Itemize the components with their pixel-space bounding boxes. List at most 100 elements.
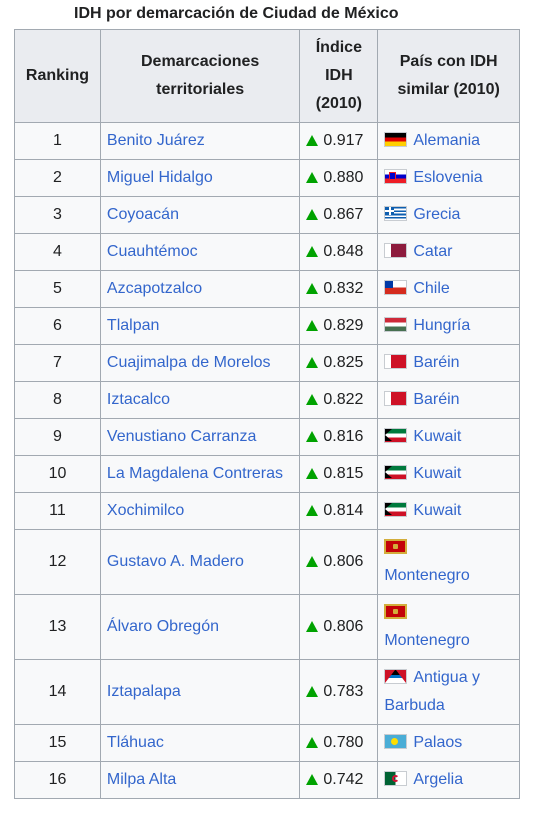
idh-cell: 0.867	[299, 196, 379, 234]
table-row: 15 Tláhuac 0.780 Palaos	[14, 724, 520, 762]
demarcacion-cell: Gustavo A. Madero	[99, 529, 301, 595]
country-link[interactable]: Montenegro	[384, 632, 470, 649]
bahrain-flag-icon[interactable]	[384, 391, 408, 406]
country-cell: Palaos	[377, 724, 520, 762]
palau-flag-icon[interactable]	[384, 734, 408, 749]
header-demarcaciones[interactable]: Demarcaciones territoriales	[99, 29, 301, 123]
demarcacion-link[interactable]: Tláhuac	[106, 734, 164, 751]
montenegro-flag-icon[interactable]	[384, 539, 408, 554]
rank-cell: 7	[14, 344, 101, 382]
montenegro-flag-icon[interactable]	[384, 604, 408, 619]
country-link[interactable]: Antigua y Barbuda	[384, 669, 481, 714]
demarcacion-link[interactable]: La Magdalena Contreras	[106, 465, 284, 482]
country-link[interactable]: Baréin	[413, 354, 460, 371]
rank-cell: 2	[14, 159, 101, 197]
demarcacion-link[interactable]: Benito Juárez	[106, 132, 205, 149]
hungary-flag-icon[interactable]	[384, 317, 408, 332]
rank-cell: 11	[14, 492, 101, 530]
country-link[interactable]: Kuwait	[413, 428, 462, 445]
country-cell: Hungría	[377, 307, 520, 345]
demarcacion-link[interactable]: Cuauhtémoc	[106, 243, 198, 260]
country-cell: Montenegro	[377, 594, 520, 660]
demarcacion-link[interactable]: Iztacalco	[106, 391, 171, 408]
country-link[interactable]: Chile	[413, 280, 450, 297]
demarcacion-cell: Tláhuac	[99, 724, 301, 762]
country-link[interactable]: Argelia	[413, 771, 464, 788]
idh-value: 0.829	[323, 317, 364, 334]
country-link[interactable]: Eslovenia	[413, 169, 483, 186]
country-link[interactable]: Grecia	[413, 206, 461, 223]
kuwait-flag-icon[interactable]	[384, 502, 408, 517]
increase-arrow-icon	[306, 737, 319, 748]
demarcacion-link[interactable]: Azcapotzalco	[106, 280, 203, 297]
kuwait-flag-icon[interactable]	[384, 428, 408, 443]
germany-flag-icon[interactable]	[384, 132, 408, 147]
rank-cell: 5	[14, 270, 101, 308]
demarcacion-link[interactable]: Álvaro Obregón	[106, 618, 219, 635]
increase-arrow-icon	[306, 172, 319, 183]
country-link[interactable]: Montenegro	[384, 567, 470, 584]
algeria-flag-icon[interactable]	[384, 771, 408, 786]
country-link[interactable]: Baréin	[413, 391, 460, 408]
idh-cell: 0.806	[299, 594, 379, 660]
table-row: 10 La Magdalena Contreras 0.815 Kuwait	[14, 455, 520, 493]
demarcacion-link[interactable]: Venustiano Carranza	[106, 428, 257, 445]
antigua-barbuda-flag-icon[interactable]	[384, 669, 408, 684]
slovenia-flag-icon[interactable]	[384, 169, 408, 184]
demarcacion-cell: Azcapotzalco	[99, 270, 301, 308]
idh-cell: 0.780	[299, 724, 379, 762]
bahrain-flag-icon[interactable]	[384, 354, 408, 369]
country-link[interactable]: Palaos	[413, 734, 463, 751]
kuwait-flag-icon[interactable]	[384, 465, 408, 480]
idh-cell: 0.825	[299, 344, 379, 382]
header-ranking[interactable]: Ranking	[14, 29, 101, 123]
demarcacion-cell: Iztacalco	[99, 381, 301, 419]
chile-flag-icon[interactable]	[384, 280, 408, 295]
country-cell: Grecia	[377, 196, 520, 234]
country-cell: Argelia	[377, 761, 520, 799]
rank-cell: 14	[14, 659, 101, 725]
country-link[interactable]: Kuwait	[413, 465, 462, 482]
increase-arrow-icon	[306, 556, 319, 567]
table-row: 13 Álvaro Obregón 0.806 Montenegro	[14, 594, 520, 660]
demarcacion-cell: Coyoacán	[99, 196, 301, 234]
rank-cell: 16	[14, 761, 101, 799]
idh-table: Ranking Demarcaciones territoriales Índi…	[14, 29, 520, 799]
country-cell: Kuwait	[377, 418, 520, 456]
increase-arrow-icon	[306, 431, 319, 442]
qatar-flag-icon[interactable]	[384, 243, 408, 258]
demarcacion-cell: Venustiano Carranza	[99, 418, 301, 456]
country-link[interactable]: Alemania	[413, 132, 481, 149]
idh-cell: 0.880	[299, 159, 379, 197]
country-cell: Kuwait	[377, 492, 520, 530]
demarcacion-link[interactable]: Xochimilco	[106, 502, 185, 519]
idh-value: 0.780	[323, 734, 364, 751]
demarcacion-link[interactable]: Tlalpan	[106, 317, 160, 334]
increase-arrow-icon	[306, 357, 319, 368]
demarcacion-cell: Álvaro Obregón	[99, 594, 301, 660]
demarcacion-link[interactable]: Cuajimalpa de Morelos	[106, 354, 271, 371]
rank-cell: 15	[14, 724, 101, 762]
demarcacion-link[interactable]: Gustavo A. Madero	[106, 553, 244, 570]
idh-value: 0.880	[323, 169, 364, 186]
country-link[interactable]: Catar	[413, 243, 453, 260]
header-pais-similar[interactable]: País con IDH similar (2010)	[377, 29, 520, 123]
greece-flag-icon[interactable]	[384, 206, 408, 221]
demarcacion-link[interactable]: Iztapalapa	[106, 683, 181, 700]
increase-arrow-icon	[306, 468, 319, 479]
idh-cell: 0.806	[299, 529, 379, 595]
country-link[interactable]: Kuwait	[413, 502, 462, 519]
country-link[interactable]: Hungría	[413, 317, 471, 334]
table-row: 2 Miguel Hidalgo 0.880 Eslovenia	[14, 159, 520, 197]
demarcacion-link[interactable]: Milpa Alta	[106, 771, 177, 788]
idh-cell: 0.829	[299, 307, 379, 345]
demarcacion-link[interactable]: Coyoacán	[106, 206, 179, 223]
country-cell: Alemania	[377, 122, 520, 160]
demarcacion-cell: Cuauhtémoc	[99, 233, 301, 271]
increase-arrow-icon	[306, 246, 319, 257]
header-indice-idh[interactable]: Índice IDH (2010)	[299, 29, 379, 123]
idh-value: 0.814	[323, 502, 364, 519]
table-row: 4 Cuauhtémoc 0.848 Catar	[14, 233, 520, 271]
demarcacion-link[interactable]: Miguel Hidalgo	[106, 169, 213, 186]
country-cell: Eslovenia	[377, 159, 520, 197]
